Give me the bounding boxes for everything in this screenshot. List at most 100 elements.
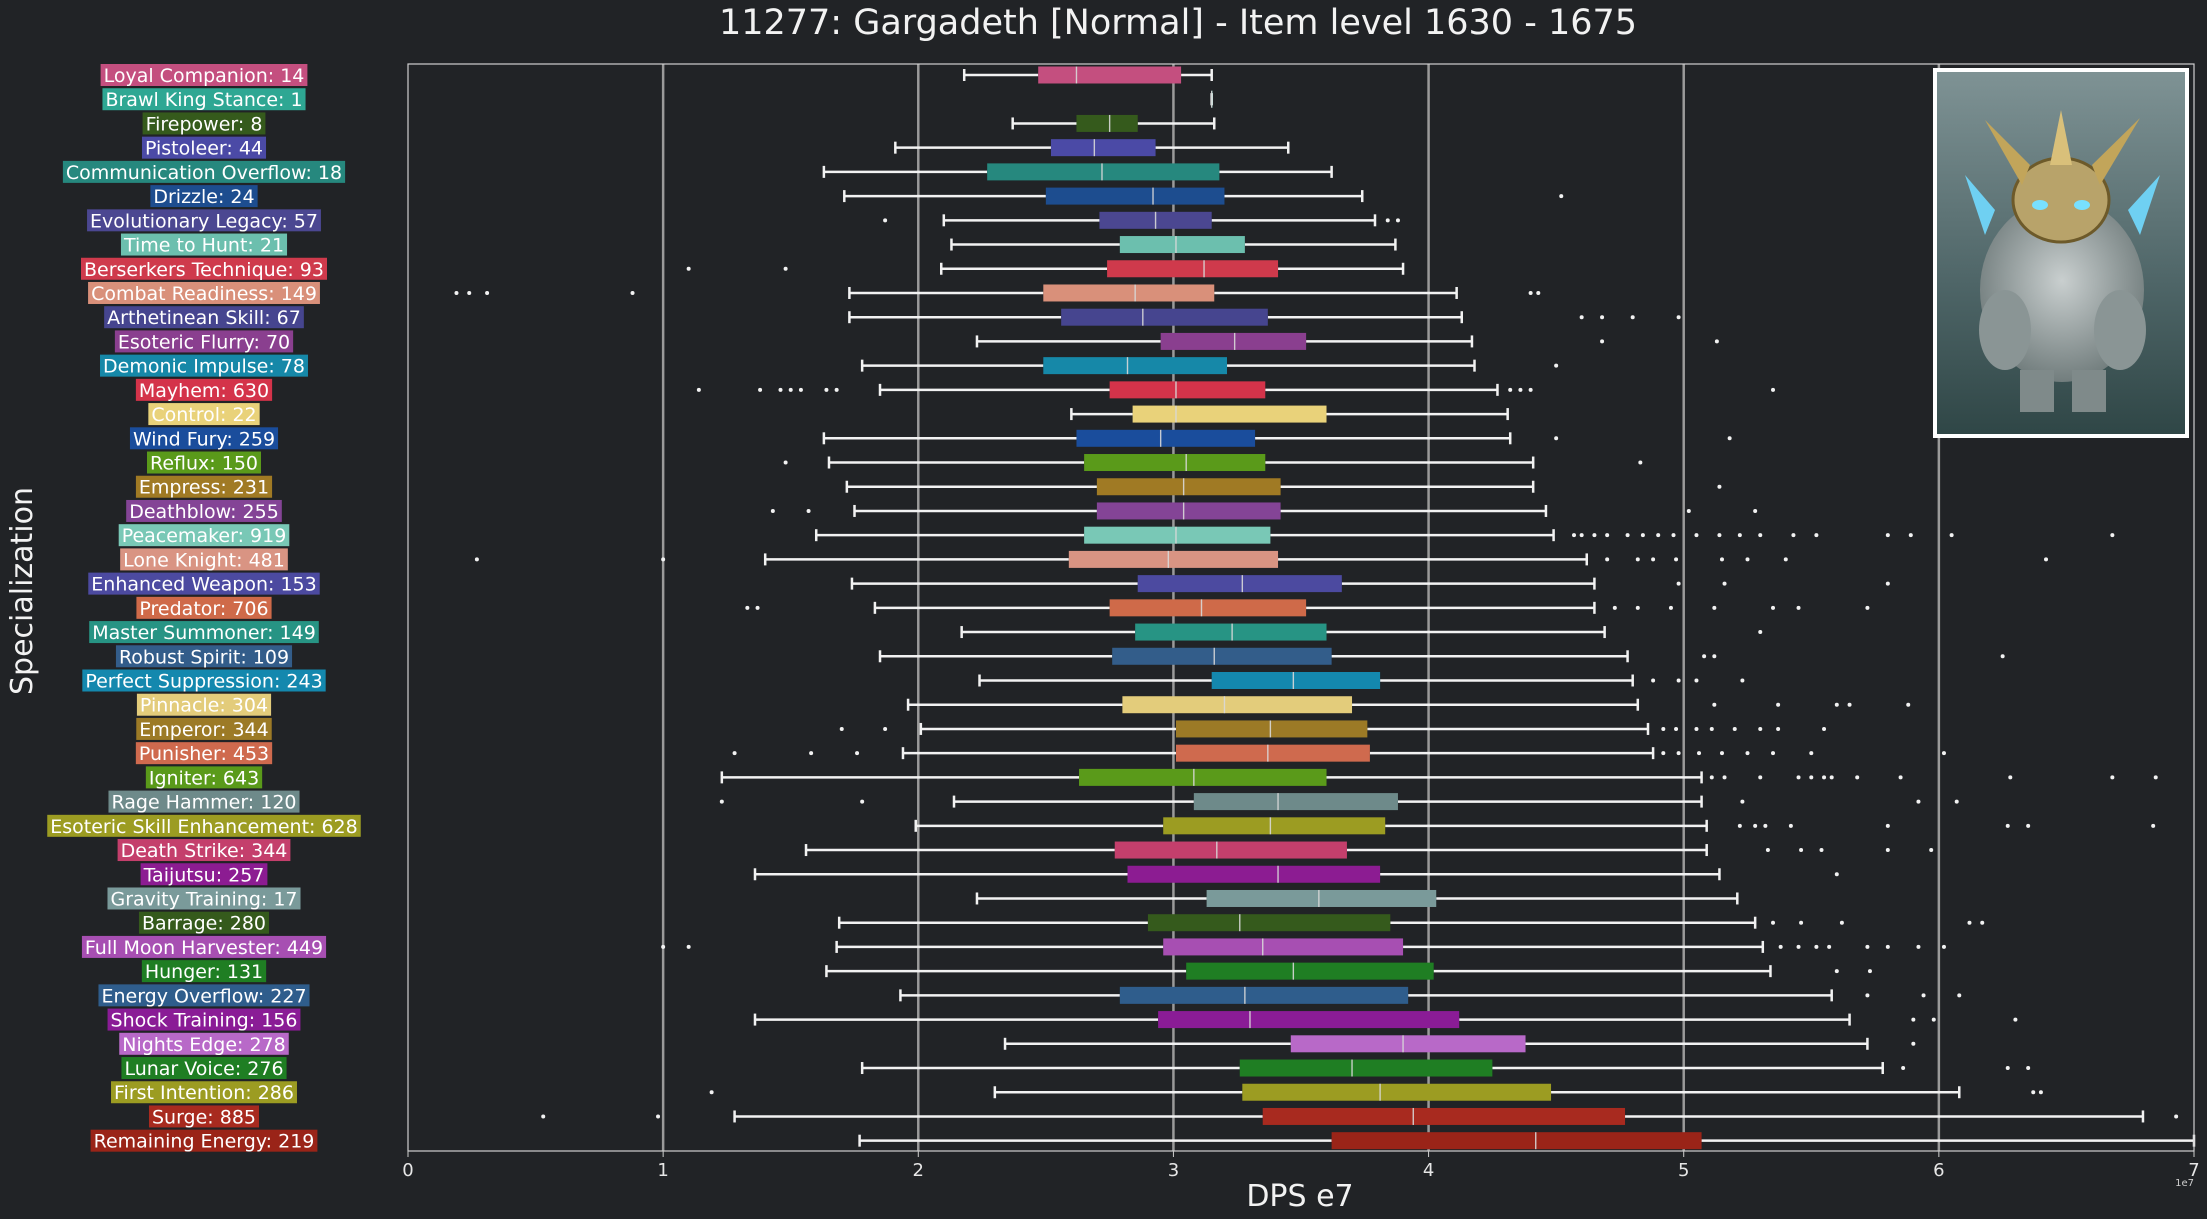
spec-label: Reflux: 150	[147, 451, 261, 475]
box-row	[541, 1107, 2179, 1125]
spec-label: Arthetinean Skill: 67	[104, 306, 304, 329]
spec-label: Lone Knight: 481	[120, 548, 288, 571]
spec-label-bg	[120, 233, 288, 256]
outlier-point	[1385, 218, 1390, 223]
spec-label: Pistoleer: 44	[141, 136, 267, 160]
outlier-point	[1753, 823, 1758, 828]
spec-label-text: Perfect Suppression: 243	[85, 671, 322, 693]
spec-label-bg	[145, 766, 263, 789]
box-iqr	[1135, 623, 1327, 641]
outlier-point	[1727, 436, 1732, 441]
box-iqr	[1038, 66, 1182, 84]
plot-frame	[407, 63, 2195, 1152]
box-row	[894, 139, 1290, 157]
spec-label-bg	[117, 839, 291, 862]
outlier-point	[1814, 533, 1819, 538]
box-series-group	[454, 66, 2196, 1150]
box-row	[899, 986, 1962, 1004]
spec-label: Taijutsu: 257	[140, 863, 268, 886]
outlier-point	[2000, 654, 2005, 659]
x-axis-label: DPS e7	[1246, 1179, 1353, 1214]
spec-label-text: Lunar Voice: 276	[124, 1058, 283, 1080]
x-tick-labels: 0 1 2 3 4 5 6 7	[402, 1151, 2200, 1181]
spec-label-text: Demonic Impulse: 78	[103, 356, 305, 378]
spec-label-text: Firepower: 8	[146, 113, 263, 135]
outlier-point	[1771, 920, 1776, 925]
outlier-point	[2110, 775, 2115, 780]
outlier-point	[1630, 315, 1635, 320]
spec-label-bg	[150, 185, 258, 208]
outlier-point	[1758, 630, 1763, 635]
outlier-point	[719, 799, 724, 804]
box-iqr	[1043, 284, 1215, 302]
outlier-point	[1694, 726, 1699, 731]
spec-label: Communication Overflow: 18	[62, 160, 346, 184]
spec-label-bg	[100, 354, 308, 377]
outlier-point	[1697, 751, 1702, 756]
spec-label-bg	[135, 475, 273, 498]
spec-label-bg	[140, 863, 268, 886]
x-tick-label: 3	[1168, 1160, 1179, 1181]
box-row	[804, 841, 1934, 859]
spec-label-bg	[121, 1057, 287, 1080]
outlier-point	[1714, 339, 1719, 344]
outlier-point	[1799, 848, 1804, 853]
spec-label-text: Emperor: 344	[139, 719, 268, 741]
box-iqr	[1079, 768, 1327, 786]
spec-label-text: Communication Overflow: 18	[66, 162, 342, 184]
spec-label: Deathblow: 255	[126, 499, 282, 523]
outlier-point	[1885, 581, 1890, 586]
outlier-point	[1740, 678, 1745, 683]
box-row	[883, 211, 1400, 229]
outlier-point	[1929, 848, 1934, 853]
box-row	[860, 357, 1559, 375]
outlier-point	[2038, 1090, 2043, 1095]
box-row	[1011, 114, 1216, 132]
outlier-point	[1753, 508, 1758, 513]
outlier-point	[1635, 605, 1640, 610]
box-iqr	[1186, 962, 1434, 980]
box-iqr	[1290, 1035, 1526, 1053]
spec-label-bg	[138, 911, 270, 934]
outlier-point	[1719, 751, 1724, 756]
outlier-point	[1771, 751, 1776, 756]
outlier-point	[1967, 920, 1972, 925]
box-iqr	[1175, 720, 1368, 738]
spec-label-text: Reflux: 150	[150, 453, 258, 475]
spec-label: Time to Hunt: 21	[120, 233, 288, 257]
spec-label-bg	[120, 548, 288, 571]
spec-label-text: Robust Spirit: 109	[119, 646, 289, 668]
outlier-point	[732, 751, 737, 756]
box-row	[661, 938, 1946, 956]
spec-label: Combat Readiness: 149	[88, 281, 320, 305]
outlier-point	[2026, 1066, 2031, 1071]
outlier-point	[1921, 993, 1926, 998]
box-row	[825, 962, 1872, 980]
spec-label: Berserkers Technique: 93	[81, 257, 327, 281]
outlier-point	[1536, 290, 1541, 295]
outlier-point	[1712, 702, 1717, 707]
outlier-point	[1916, 799, 1921, 804]
spec-label: Robust Spirit: 109	[115, 645, 293, 668]
spec-label-bg	[111, 1081, 297, 1104]
outlier-point	[1740, 799, 1745, 804]
outlier-point	[1579, 533, 1584, 538]
outlier-point	[788, 387, 793, 392]
outlier-point	[1737, 533, 1742, 538]
box-iqr	[1175, 744, 1370, 762]
spec-label: Igniter: 643	[145, 766, 263, 789]
outlier-point	[656, 1114, 661, 1119]
spec-label: Mayhem: 630	[135, 378, 273, 402]
outlier-point	[1819, 848, 1824, 853]
box-row	[978, 672, 1745, 689]
box-row	[837, 914, 1985, 932]
spec-label-bg	[147, 451, 261, 474]
outlier-point	[1612, 605, 1617, 610]
spec-label: Punisher: 453	[135, 742, 273, 765]
outlier-point	[2013, 1017, 2018, 1022]
box-iqr	[1127, 865, 1381, 883]
outlier-point	[2026, 823, 2031, 828]
spec-label-text: Mayhem: 630	[139, 380, 269, 402]
